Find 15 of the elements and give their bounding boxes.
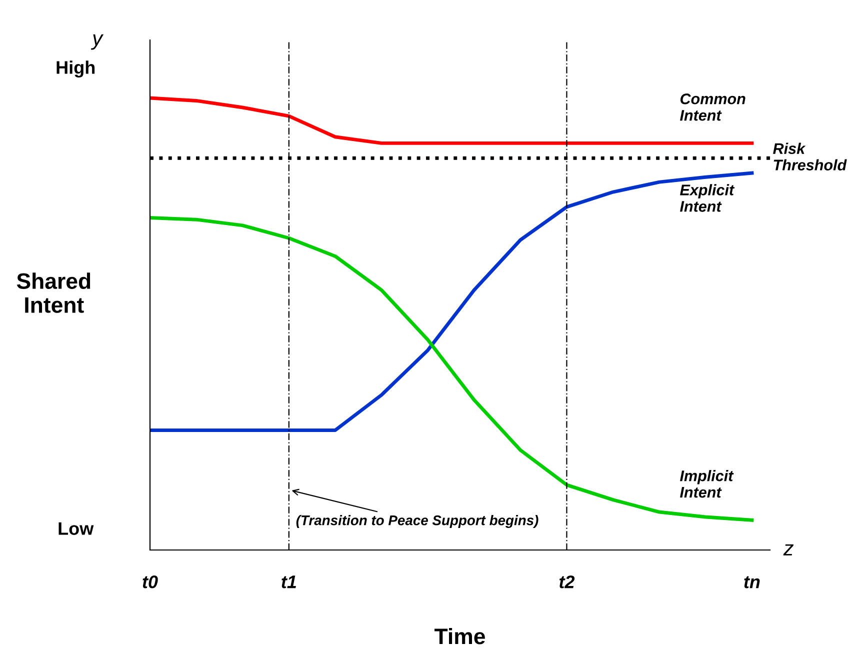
x-tick-label: t2 xyxy=(559,575,575,588)
text: z xyxy=(783,544,794,556)
annotation: (Transition to Peace Support begins) xyxy=(296,515,538,528)
x-tick-label: t0 xyxy=(142,575,158,588)
ref-line-label: Risk Threshold xyxy=(773,142,847,170)
series-label: Common Intent xyxy=(680,93,746,121)
series-label: Explicit Intent xyxy=(680,184,735,212)
x-axis-title: Time xyxy=(434,628,485,644)
text: Low xyxy=(58,522,94,535)
x-tick-label: tn xyxy=(744,576,760,588)
x-tick-label: t1 xyxy=(282,576,296,588)
text: y xyxy=(90,34,104,50)
text: High xyxy=(56,60,95,78)
y-axis-title: Shared Intent xyxy=(16,272,90,313)
series-label: Implicit Intent xyxy=(680,470,734,498)
